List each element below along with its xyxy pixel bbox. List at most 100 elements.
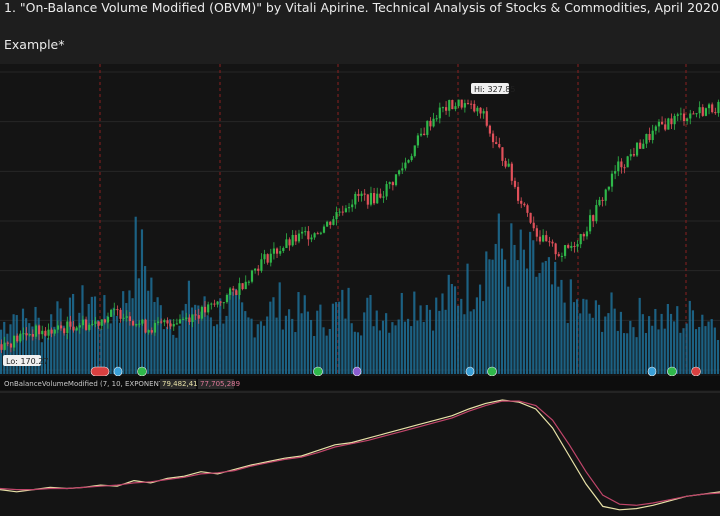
volume-bar [300,313,303,374]
event-marker[interactable] [647,366,657,377]
candle-body [410,156,413,161]
candle-body [329,221,332,225]
event-marker[interactable] [137,366,147,377]
event-marker[interactable] [352,366,362,377]
candle-body [182,319,185,321]
low-label: Lo: 170.27 [3,355,48,366]
candle-body [554,243,557,255]
candle-body [626,156,629,168]
candle-body [585,231,589,237]
candle-body [266,254,269,263]
indicator-label[interactable]: OnBalanceVolumeModified (7, 10, EXPONENT… [4,380,177,388]
candle-body [141,319,144,324]
candle-body [391,182,394,186]
volume-bar [234,288,237,374]
candle-body [247,281,250,283]
volume-bar [28,323,31,374]
event-marker[interactable] [113,366,123,377]
candle-body [451,100,454,110]
volume-bar [450,283,453,374]
volume-bar [444,309,447,374]
volume-bar [475,297,479,374]
candle-body [100,319,103,326]
candle-body [485,111,488,126]
volume-bar [65,333,68,374]
candle-body [507,163,510,167]
candle-body [632,154,636,156]
volume-bar [538,273,541,374]
event-marker[interactable] [465,366,475,377]
candle-body [300,231,304,234]
volume-bar [460,298,463,374]
volume-bar [410,326,413,374]
volume-bar [507,286,510,374]
volume-bar [413,291,416,374]
event-marker[interactable] [691,366,701,377]
volume-bar [209,317,212,374]
candle-body [704,108,708,116]
candle-body [582,234,585,237]
event-marker[interactable] [487,366,497,377]
candle-body [394,174,398,186]
volume-bar [391,322,394,374]
indicator-value-1: 79,482,411 [162,380,202,388]
candle-body [379,193,382,198]
volume-bar [325,335,328,374]
volume-bar [632,327,635,374]
volume-bar [597,304,601,374]
event-marker[interactable] [313,366,323,377]
volume-bar [713,327,716,374]
candle-body [213,303,216,305]
volume-bar [9,324,12,374]
candle-body [629,154,632,157]
candle-body [250,270,254,282]
candle-body [210,303,213,305]
volume-bar [291,318,294,374]
event-marker[interactable] [667,366,677,377]
candle-body [366,194,369,205]
candle-body [423,133,426,135]
volume-bar [698,326,701,374]
volume-bar [701,314,704,374]
volume-bar [313,336,316,374]
candle-body [363,193,366,195]
candle-body [335,212,338,220]
chart-area[interactable]: Hi: 327.85 Lo: 170.27 OnBalanceVolumeMod… [0,64,720,516]
example-label: Example* [4,37,65,52]
candle-body [106,316,110,323]
candle-body [116,309,119,311]
candle-body [369,193,373,205]
candle-body [103,319,106,323]
volume-bar [56,301,59,374]
candle-body [34,325,38,337]
volume-bar [635,337,638,374]
chart-svg[interactable]: Hi: 327.85 Lo: 170.27 OnBalanceVolumeMod… [0,64,720,516]
candle-body [3,342,6,350]
volume-bar [328,328,331,374]
candle-body [657,121,661,127]
volume-bar [510,223,513,374]
volume-bar [375,310,378,374]
volume-bar [463,314,466,374]
volume-bar [610,292,613,374]
volume-bar [629,320,632,374]
candle-body [717,101,720,114]
volume-bar [425,305,428,374]
volume-bar [619,311,623,374]
candle-body [97,321,100,326]
candle-body [269,253,272,263]
candle-body [548,241,551,243]
candle-body [504,160,507,167]
candle-body [526,205,529,213]
candle-body [510,163,513,181]
volume-bar [651,325,654,374]
candle-body [429,120,432,127]
volume-bar [388,332,391,374]
volume-bar [31,326,34,374]
event-marker[interactable] [90,366,110,377]
candle-body [288,239,291,246]
candle-body [44,330,47,336]
candle-body [84,319,88,330]
candle-body [31,334,34,337]
volume-bar [560,279,563,374]
